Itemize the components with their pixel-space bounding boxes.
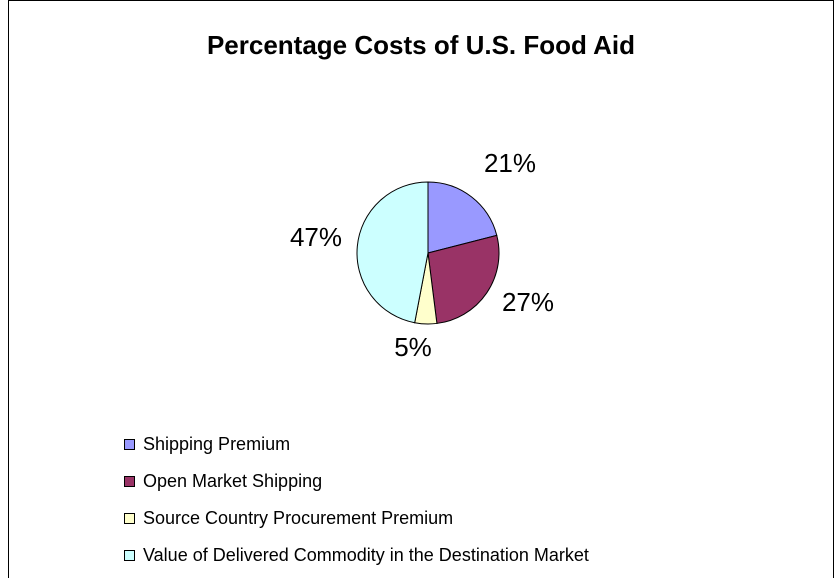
legend-swatch xyxy=(124,513,135,524)
legend-label: Open Market Shipping xyxy=(143,471,323,491)
chart-title: Percentage Costs of U.S. Food Aid xyxy=(206,30,636,60)
legend-label: Shipping Premium xyxy=(143,434,291,454)
data-label-source-country-procurement: 5% xyxy=(394,332,432,362)
legend-swatch xyxy=(124,550,135,561)
legend-item-delivered-commodity: Value of Delivered Commodity in the Dest… xyxy=(124,537,589,574)
legend-item-source-country-procurement: Source Country Procurement Premium xyxy=(124,500,589,537)
legend-item-open-market-shipping: Open Market Shipping xyxy=(124,463,589,500)
pie-slice-delivered-commodity xyxy=(356,181,429,324)
legend-swatch xyxy=(124,476,135,487)
legend: Shipping Premium Open Market Shipping So… xyxy=(124,426,589,574)
legend-item-shipping-premium: Shipping Premium xyxy=(124,426,589,463)
legend-label: Value of Delivered Commodity in the Dest… xyxy=(143,545,589,565)
legend-label: Source Country Procurement Premium xyxy=(143,508,454,528)
pie-slice-open-market-shipping xyxy=(427,234,500,324)
data-label-delivered-commodity: 47% xyxy=(290,222,342,252)
data-label-open-market-shipping: 27% xyxy=(502,287,554,317)
data-label-shipping-premium: 21% xyxy=(484,148,536,178)
pie-slice-shipping-premium xyxy=(427,181,498,254)
legend-swatch xyxy=(124,439,135,450)
